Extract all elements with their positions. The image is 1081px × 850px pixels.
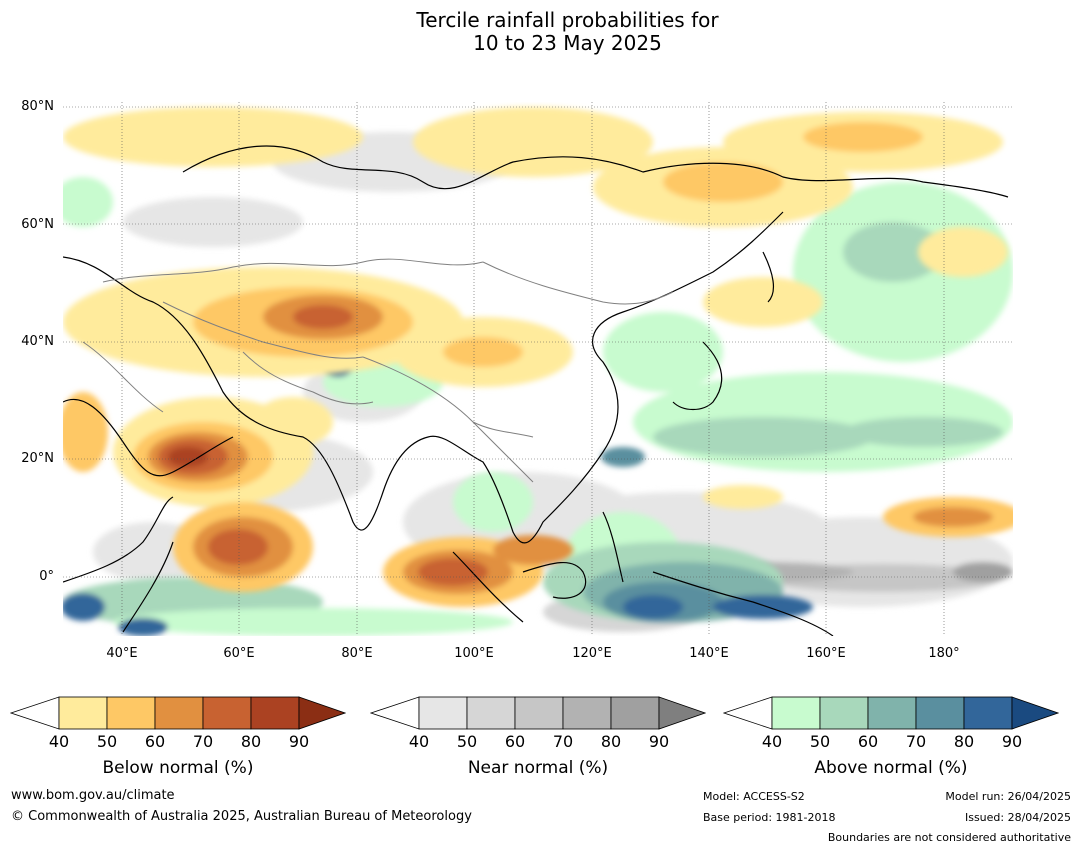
model-text: Model: ACCESS-S2 <box>703 790 805 803</box>
rainfall-probability-map <box>53 102 1023 637</box>
copyright-text: © Commonwealth of Australia 2025, Austra… <box>11 809 472 824</box>
above-swatch-3 <box>915 696 965 730</box>
disclaimer-text: Boundaries are not considered authoritat… <box>827 831 1071 844</box>
lon-label-40e: 40°E <box>106 646 138 661</box>
above-normal-colorbar <box>723 696 1059 730</box>
lon-label-80e: 80°E <box>341 646 373 661</box>
near-normal-title: Near normal (%) <box>467 758 609 778</box>
model-run-text: Model run: 26/04/2025 <box>945 790 1071 803</box>
below-tick-40: 40 <box>48 732 70 751</box>
national-borders <box>82 258 674 483</box>
map-title: Tercile rainfall probabilities for 10 to… <box>0 9 1081 55</box>
base-period-text: Base period: 1981-2018 <box>703 811 836 824</box>
website-link[interactable]: www.bom.gov.au/climate <box>11 788 175 803</box>
below-swatch-5 <box>298 696 346 730</box>
title-line-2: 10 to 23 May 2025 <box>473 31 662 55</box>
above-swatch-1 <box>819 696 869 730</box>
map-canvas <box>53 102 1023 637</box>
above-tick-60: 60 <box>857 732 879 751</box>
lon-label-180: 180° <box>928 646 960 661</box>
below-tick-90: 90 <box>288 732 310 751</box>
near-tick-60: 60 <box>504 732 526 751</box>
above-tick-50: 50 <box>809 732 831 751</box>
above-swatch-4 <box>963 696 1013 730</box>
above-tick-40: 40 <box>761 732 783 751</box>
issued-text: Issued: 28/04/2025 <box>964 811 1071 824</box>
graticule <box>63 102 1013 636</box>
above-normal-title: Above normal (%) <box>814 758 968 778</box>
lat-label-80n: 80°N <box>21 99 54 114</box>
lat-label-40n: 40°N <box>21 334 54 349</box>
near-swatch-0 <box>418 696 468 730</box>
near-tick-80: 80 <box>600 732 622 751</box>
near-swatch-5 <box>658 696 706 730</box>
below-swatch-4 <box>250 696 300 730</box>
below-swatch-2 <box>154 696 204 730</box>
below-swatch-3 <box>202 696 252 730</box>
lon-label-100e: 100°E <box>454 646 494 661</box>
near-swatch-1 <box>466 696 516 730</box>
near-tick-90: 90 <box>648 732 670 751</box>
below-tick-50: 50 <box>96 732 118 751</box>
above-tick-70: 70 <box>905 732 927 751</box>
below-normal-title: Below normal (%) <box>102 758 254 778</box>
near-swatch-2 <box>514 696 564 730</box>
coastlines <box>62 145 1009 637</box>
below-swatch-0 <box>58 696 108 730</box>
lon-label-140e: 140°E <box>689 646 729 661</box>
lat-label-20n: 20°N <box>21 451 54 466</box>
below-swatch-1 <box>106 696 156 730</box>
below-tick-80: 80 <box>240 732 262 751</box>
below-normal-colorbar <box>10 696 346 730</box>
below-tick-70: 70 <box>192 732 214 751</box>
near-swatch-4 <box>610 696 660 730</box>
near-tick-50: 50 <box>456 732 478 751</box>
lat-label-60n: 60°N <box>21 217 54 232</box>
near-swatch-3 <box>562 696 612 730</box>
above-swatch-5 <box>1011 696 1059 730</box>
above-swatch-0 <box>771 696 821 730</box>
lon-label-60e: 60°E <box>223 646 255 661</box>
near-normal-colorbar <box>370 696 706 730</box>
below-tick-60: 60 <box>144 732 166 751</box>
above-tick-80: 80 <box>953 732 975 751</box>
above-tick-90: 90 <box>1001 732 1023 751</box>
lon-label-160e: 160°E <box>806 646 846 661</box>
near-tick-40: 40 <box>408 732 430 751</box>
lon-label-120e: 120°E <box>572 646 612 661</box>
lat-label-0: 0° <box>39 569 54 584</box>
above-swatch-2 <box>867 696 917 730</box>
title-line-1: Tercile rainfall probabilities for <box>416 8 719 32</box>
near-tick-70: 70 <box>552 732 574 751</box>
